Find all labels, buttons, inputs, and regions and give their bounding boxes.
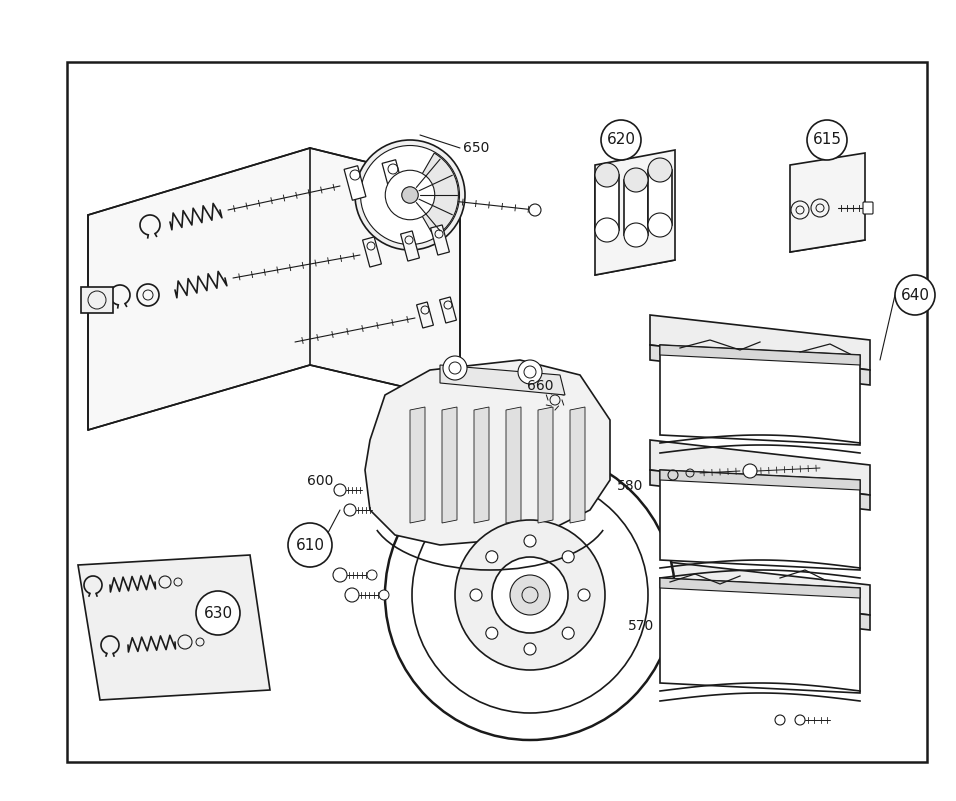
Text: 615: 615: [813, 132, 841, 147]
Circle shape: [524, 643, 536, 655]
Text: 660: 660: [527, 379, 554, 393]
Circle shape: [624, 223, 648, 247]
Circle shape: [443, 356, 467, 380]
Polygon shape: [660, 470, 860, 490]
Circle shape: [492, 557, 568, 633]
Circle shape: [355, 140, 465, 250]
Polygon shape: [362, 237, 381, 267]
Polygon shape: [790, 153, 865, 252]
Wedge shape: [410, 153, 458, 237]
Text: 570: 570: [628, 619, 654, 633]
Circle shape: [601, 120, 641, 160]
Polygon shape: [570, 407, 585, 523]
Circle shape: [379, 590, 389, 600]
Circle shape: [510, 575, 550, 615]
Circle shape: [545, 390, 565, 410]
Circle shape: [743, 464, 757, 478]
Text: 580: 580: [617, 479, 643, 493]
Text: 620: 620: [606, 132, 636, 147]
Circle shape: [455, 520, 605, 670]
Circle shape: [288, 523, 332, 567]
FancyBboxPatch shape: [863, 202, 873, 214]
Circle shape: [648, 213, 672, 237]
Polygon shape: [442, 407, 457, 523]
Text: 640: 640: [901, 288, 929, 303]
Circle shape: [486, 627, 498, 639]
Circle shape: [648, 158, 672, 182]
Text: 610: 610: [295, 537, 324, 553]
Polygon shape: [660, 345, 860, 445]
Circle shape: [367, 570, 377, 580]
Text: 600: 600: [307, 474, 334, 488]
Circle shape: [895, 275, 935, 315]
Polygon shape: [648, 170, 672, 225]
Circle shape: [518, 360, 542, 384]
Polygon shape: [440, 297, 456, 323]
Circle shape: [807, 120, 847, 160]
Polygon shape: [78, 555, 270, 700]
Circle shape: [333, 568, 347, 582]
Circle shape: [562, 627, 575, 639]
Circle shape: [402, 187, 418, 203]
Polygon shape: [506, 407, 521, 523]
Circle shape: [385, 171, 435, 219]
Polygon shape: [382, 159, 403, 195]
Circle shape: [624, 168, 648, 192]
Polygon shape: [430, 225, 449, 255]
Polygon shape: [660, 470, 860, 570]
Polygon shape: [344, 166, 366, 200]
Circle shape: [562, 551, 575, 563]
Polygon shape: [417, 302, 433, 328]
Circle shape: [345, 588, 359, 602]
Circle shape: [529, 204, 541, 216]
Circle shape: [334, 484, 346, 496]
Polygon shape: [81, 287, 113, 313]
Polygon shape: [660, 345, 860, 365]
Circle shape: [486, 551, 498, 563]
Polygon shape: [365, 360, 610, 545]
Circle shape: [360, 146, 460, 244]
Polygon shape: [650, 590, 870, 630]
Polygon shape: [538, 407, 553, 523]
Polygon shape: [650, 315, 870, 370]
Polygon shape: [650, 345, 870, 385]
Polygon shape: [401, 231, 420, 261]
Polygon shape: [624, 180, 648, 235]
Circle shape: [595, 218, 619, 242]
Circle shape: [470, 589, 482, 601]
Polygon shape: [650, 440, 870, 495]
Polygon shape: [660, 578, 860, 693]
Circle shape: [196, 591, 240, 635]
Polygon shape: [650, 470, 870, 510]
Polygon shape: [650, 560, 870, 615]
Bar: [67, 62, 927, 762]
Polygon shape: [474, 407, 489, 523]
Polygon shape: [410, 407, 425, 523]
Circle shape: [578, 589, 590, 601]
Circle shape: [412, 477, 648, 713]
Text: 650: 650: [463, 141, 489, 155]
Circle shape: [524, 535, 536, 547]
Polygon shape: [660, 578, 860, 598]
Circle shape: [344, 504, 356, 516]
Polygon shape: [440, 365, 565, 395]
Polygon shape: [595, 175, 619, 230]
Polygon shape: [595, 150, 675, 275]
Text: 630: 630: [204, 606, 232, 621]
Polygon shape: [88, 148, 460, 430]
Circle shape: [595, 163, 619, 187]
Circle shape: [385, 450, 675, 740]
